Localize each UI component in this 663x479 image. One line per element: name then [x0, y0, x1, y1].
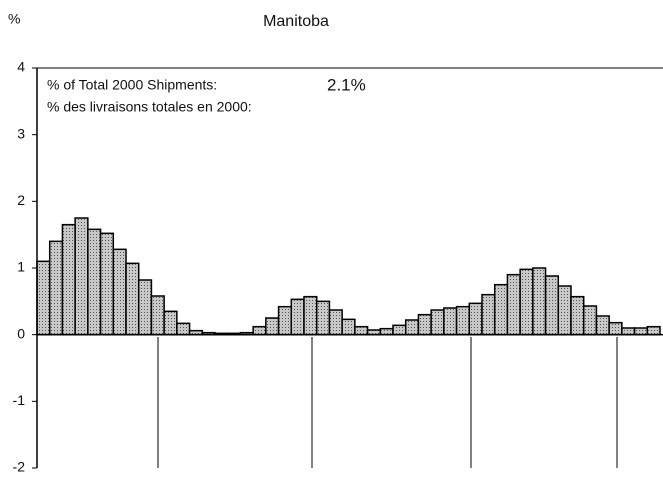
- bar: [455, 305, 471, 336]
- bar: [125, 262, 140, 336]
- bar: [493, 283, 509, 336]
- bar: [74, 217, 89, 336]
- bar: [176, 322, 191, 336]
- bar: [621, 327, 636, 336]
- bar: [468, 302, 483, 336]
- y-tick-label: 4: [17, 59, 25, 75]
- bar: [315, 300, 331, 336]
- bar: [544, 275, 560, 336]
- y-tick-label: -1: [13, 392, 26, 408]
- bar: [443, 307, 458, 336]
- bar: [506, 273, 521, 336]
- bar: [608, 321, 623, 336]
- bar: [595, 315, 610, 336]
- bar: [277, 305, 293, 336]
- annotation-value: 2.1%: [327, 75, 366, 94]
- y-axis-label: %: [8, 11, 20, 27]
- bar: [646, 325, 661, 336]
- bar: [481, 293, 496, 336]
- y-tick-label: 2: [17, 192, 25, 208]
- bar: [379, 327, 394, 336]
- bar: [99, 232, 115, 336]
- bar: [417, 313, 432, 336]
- y-tick-label: -2: [13, 459, 26, 475]
- annotation: % of Total 2000 Shipments:: [47, 77, 217, 93]
- bar: [36, 260, 51, 336]
- bar: [150, 295, 165, 336]
- bar: [519, 268, 534, 336]
- bar: [532, 267, 547, 336]
- y-tick-label: 0: [17, 325, 25, 341]
- bar: [137, 279, 153, 336]
- bar: [252, 325, 267, 336]
- y-tick-label: 1: [17, 259, 25, 275]
- bar: [328, 309, 343, 336]
- bar: [87, 228, 102, 336]
- bar: [430, 309, 445, 336]
- bar: [582, 305, 598, 336]
- bar: [633, 327, 649, 336]
- y-tick-label: 3: [17, 125, 25, 141]
- bar: [570, 295, 585, 336]
- bar: [48, 240, 64, 336]
- bar: [265, 317, 280, 336]
- chart-title: Manitoba: [263, 13, 329, 30]
- bar: [303, 295, 318, 336]
- bar: [392, 324, 407, 336]
- bar: [61, 223, 76, 336]
- bar: [112, 248, 127, 336]
- bar: [290, 298, 305, 336]
- bar: [341, 318, 356, 336]
- bar: [557, 285, 572, 336]
- bar: [163, 310, 178, 336]
- bar: [354, 325, 369, 336]
- separators: [157, 337, 618, 468]
- bar: [404, 319, 420, 336]
- annotation: % des livraisons totales en 2000:: [47, 99, 252, 115]
